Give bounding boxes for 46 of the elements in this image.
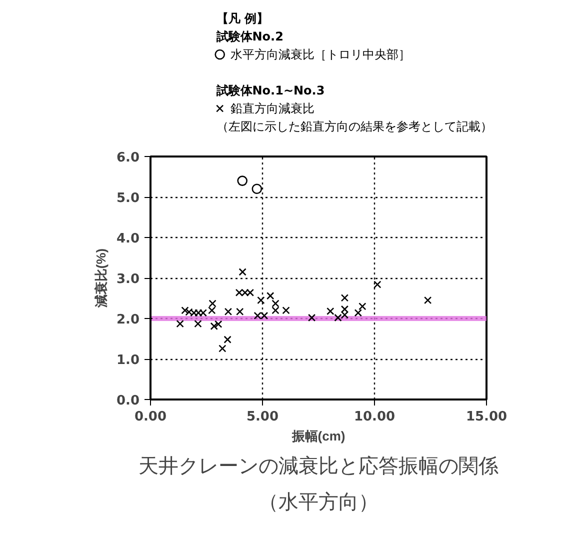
y-tick-label: 3.0 [116, 272, 140, 287]
x-tick-label: 15.00 [466, 410, 508, 424]
x-axis-title: 振幅(cm) [290, 428, 346, 444]
point [224, 308, 232, 316]
y-tick-label: 6.0 [116, 150, 140, 166]
point [266, 292, 274, 300]
text: 天井クレーンの減衰比と応答振幅の関係 [138, 454, 498, 478]
point [272, 300, 280, 308]
point [208, 300, 216, 308]
point [424, 296, 432, 304]
point [354, 309, 362, 317]
x-tick-label: 0.00 [134, 410, 167, 424]
x-tick-label: 10.00 [354, 410, 396, 424]
point [282, 306, 290, 314]
text: 試験体No.2 [215, 30, 284, 44]
point [272, 306, 280, 314]
point [340, 294, 349, 302]
point [237, 176, 248, 186]
y-tick-label: 0.0 [116, 394, 140, 408]
point [252, 184, 262, 194]
point [194, 320, 202, 328]
y-tick-label: 2.0 [116, 312, 140, 328]
point [236, 308, 244, 316]
text: （左図に示した鉛直方向の結果を参考として記載） [216, 120, 492, 134]
y-tick-label: 5.0 [116, 191, 140, 206]
legend-label: 鉛直方向減衰比 [230, 102, 315, 116]
point [238, 268, 246, 276]
legend-title: 【凡 例】 [216, 12, 268, 26]
point [181, 306, 189, 314]
y-axis-title: 減衰比(%) [93, 248, 108, 309]
legend-label: 水平方向減衰比［トロリ中央部］ [230, 48, 411, 62]
y-tick-label: 1.0 [116, 353, 140, 368]
point [218, 344, 226, 352]
point [358, 302, 366, 310]
x-tick-label: 5.00 [246, 410, 279, 424]
point [176, 320, 184, 328]
point [224, 336, 232, 344]
point [208, 306, 216, 314]
text: （水平方向） [258, 490, 378, 514]
y-tick-label: 4.0 [116, 232, 140, 246]
point [326, 307, 334, 316]
point [340, 305, 349, 314]
point [308, 314, 316, 322]
point [374, 280, 382, 288]
point [257, 296, 265, 304]
text: 試験体No.1~No.3 [215, 84, 325, 98]
